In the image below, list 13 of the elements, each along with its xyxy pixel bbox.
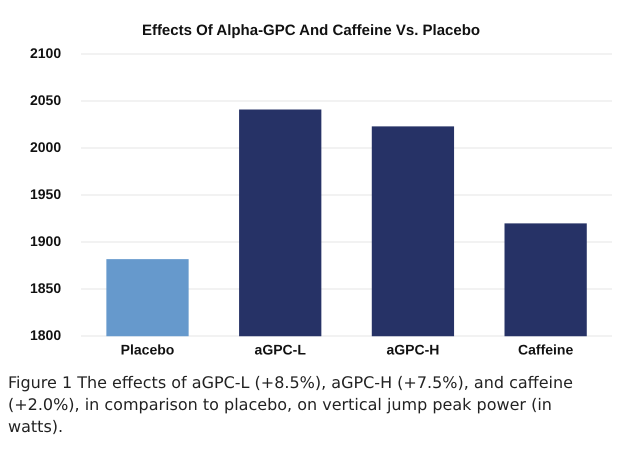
y-tick-label: 1800 <box>30 327 62 344</box>
caption: Figure 1 The effects of aGPC-L (+8.5%), aGPC-H (+7.5%), and caffeine (+2.0%), in comparison to placebo, on vertical jump peak power (in watts). <box>8 372 574 438</box>
y-tick-label: 2000 <box>30 138 62 155</box>
y-tick-label: 2050 <box>30 92 62 108</box>
x-tick-label: Caffeine <box>518 341 574 358</box>
x-tick-label: aGPC-L <box>254 341 306 358</box>
x-tick-label: Placebo <box>120 341 174 358</box>
y-tick-label: 1900 <box>30 232 62 249</box>
x-tick-label: aGPC-H <box>386 341 440 358</box>
y-tick-label: 1950 <box>30 186 62 202</box>
y-tick-label: 1850 <box>30 280 62 296</box>
chart-title: Effects Of Alpha-GPC And Caffeine Vs. Placebo <box>142 22 480 40</box>
y-tick-label: 2100 <box>30 44 62 61</box>
